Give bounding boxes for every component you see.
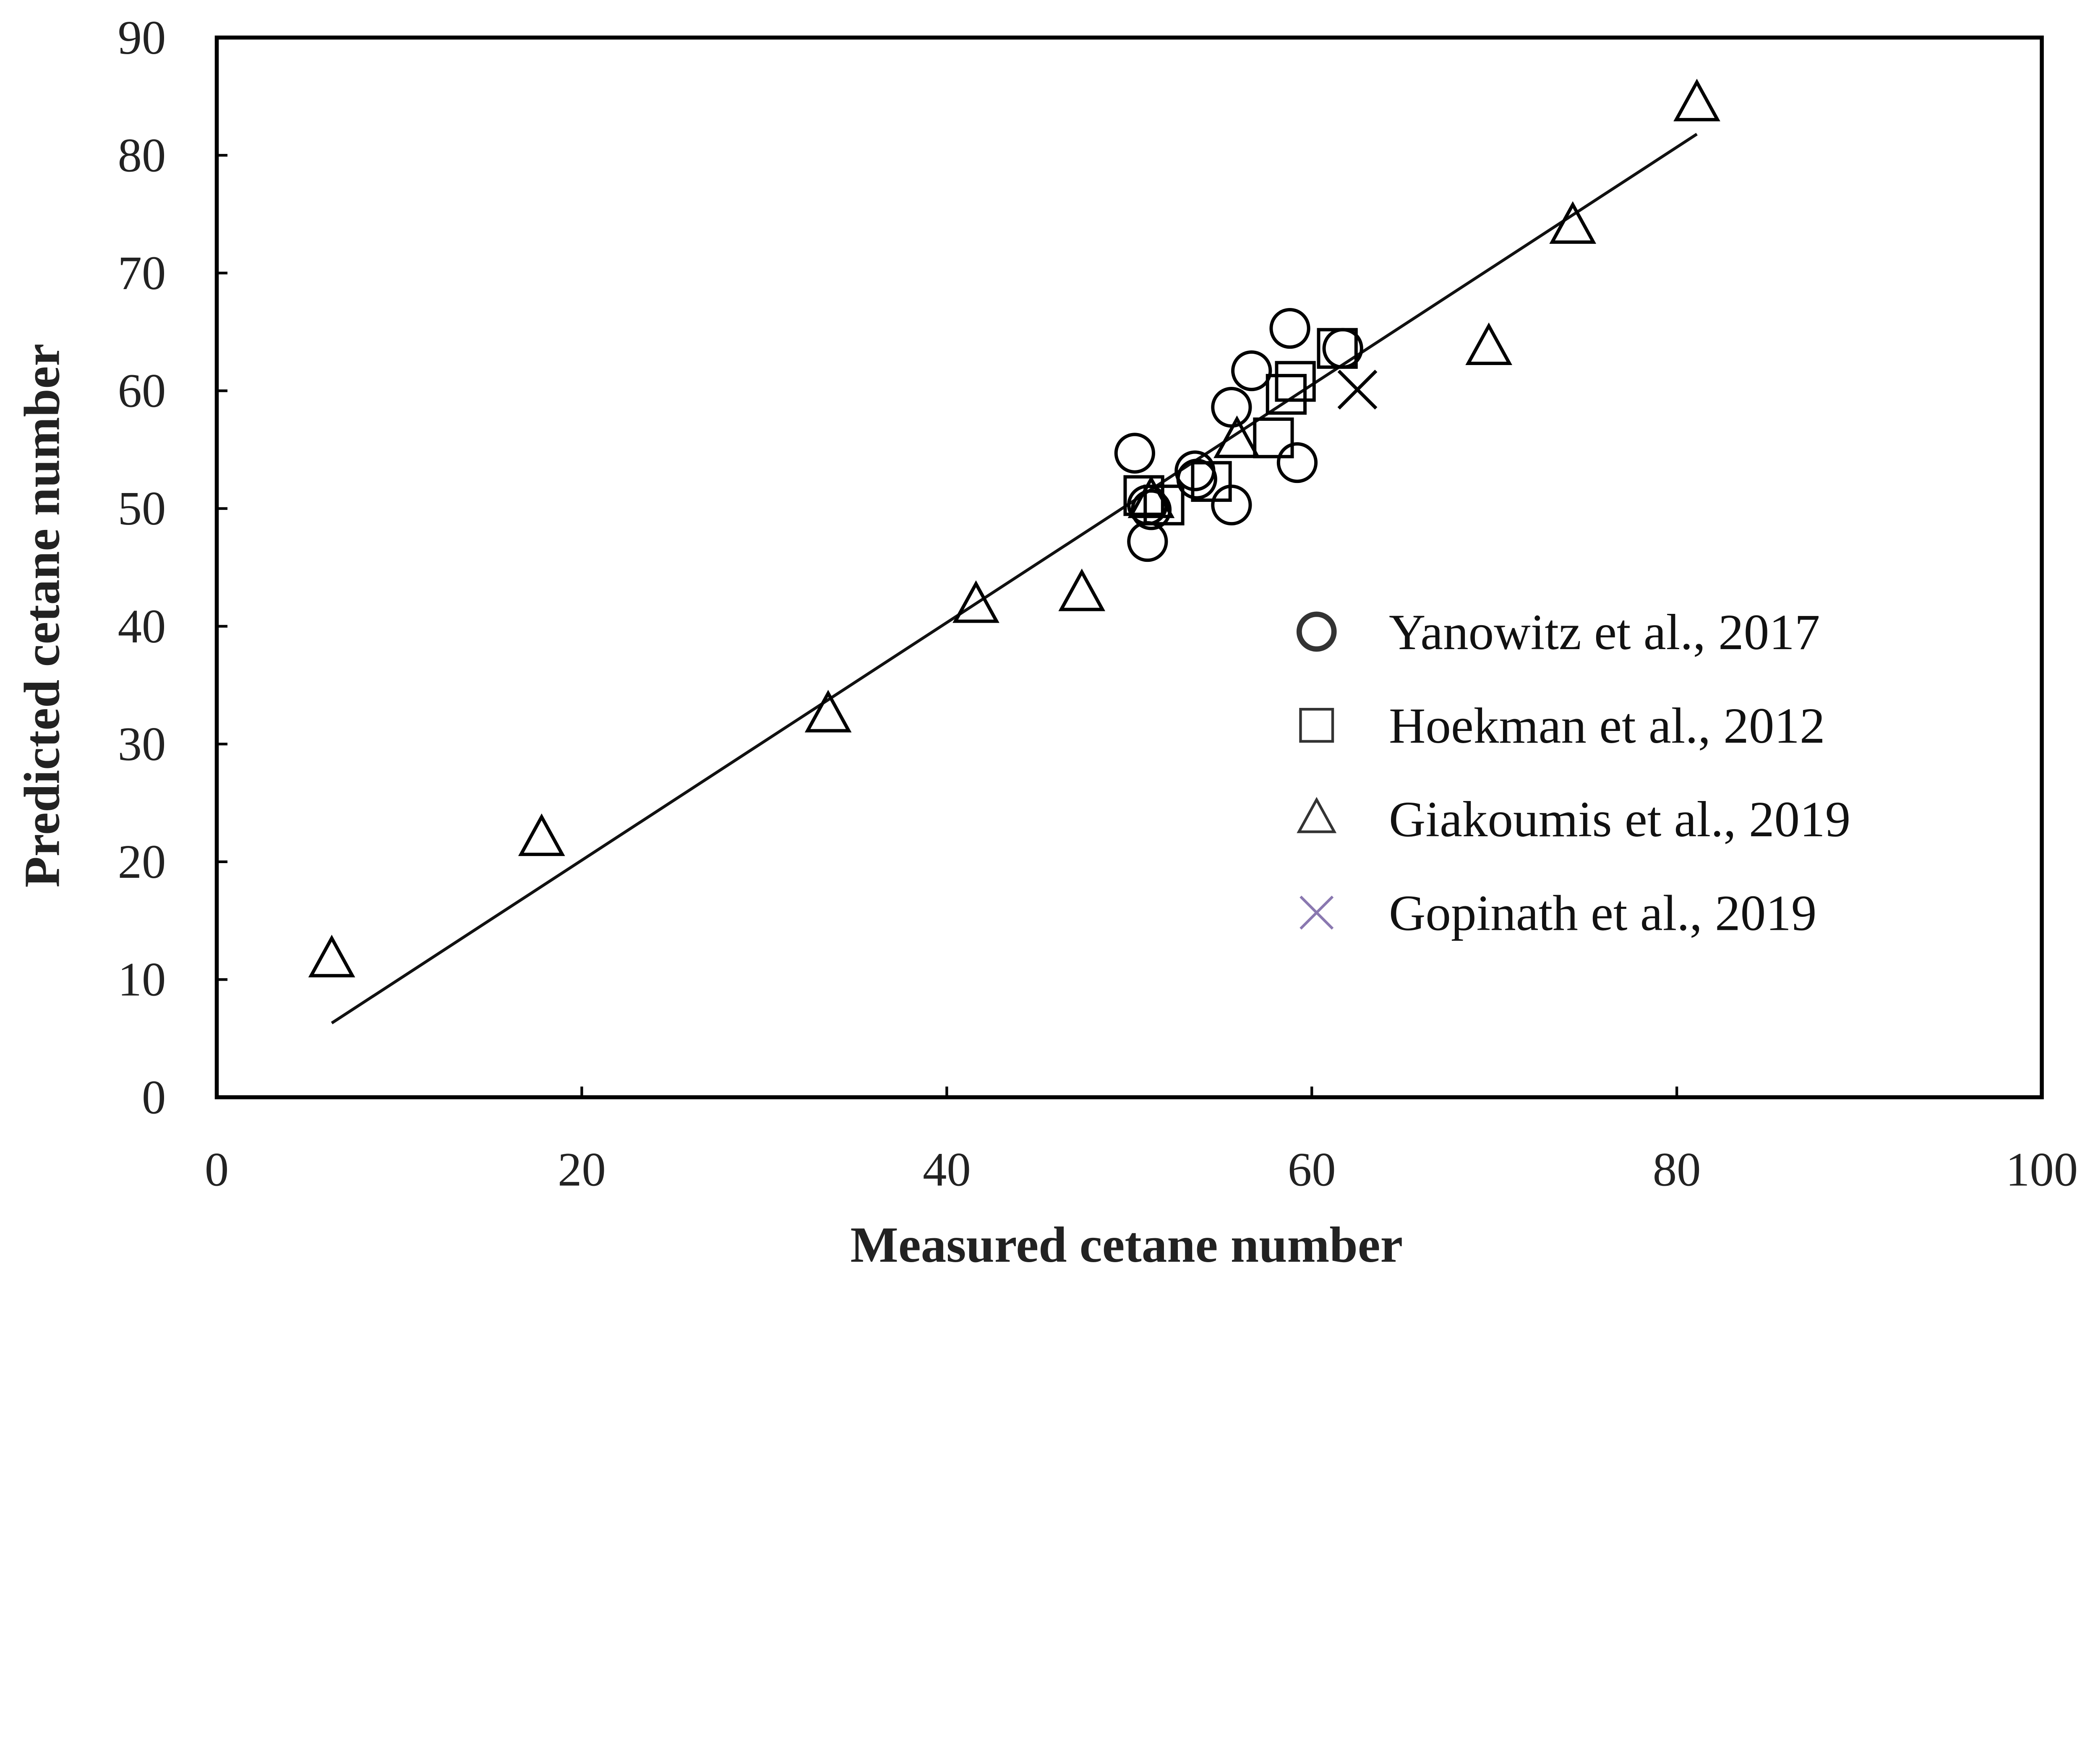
y-tick-label: 30 [118,717,166,770]
square-point [1253,417,1294,459]
y-tick-label: 10 [118,953,166,1006]
square-point [1191,461,1232,502]
x-tick-label: 100 [2006,1143,2078,1196]
x-tick-label: 20 [558,1143,606,1196]
y-tick-label: 90 [118,11,166,64]
y-tick-label: 40 [118,600,166,653]
triangle-point [952,580,999,623]
triangle-point [1549,201,1597,244]
legend-marker-triangle [1297,797,1337,833]
circle-point [1269,308,1310,349]
legend-label: Giakoumis et al., 2019 [1389,791,1850,848]
square-point [1266,374,1307,415]
scatter-chart: 0 20 40 60 80 100 0 10 20 30 40 50 60 70 80 90 Measured… [14,11,2078,1273]
triangle-point [1058,568,1106,611]
square-point [1143,484,1185,526]
square-point [1275,361,1316,402]
x-tick-label: 0 [205,1143,229,1196]
legend-marker-square [1299,708,1334,743]
legend-marker-x [1300,895,1334,930]
triangle-point [1127,475,1175,518]
circle-point [1231,350,1272,391]
y-tick-label: 0 [142,1070,166,1124]
triangle-point [1213,415,1260,458]
x-tick-label: 60 [1288,1143,1336,1196]
legend: Yanowitz et al., 2017 Hoekman et al., 201… [1296,604,1850,941]
triangle-point [1673,78,1720,122]
x-tick-label: 40 [923,1143,971,1196]
circle-point [1211,386,1252,428]
square-point [1317,328,1358,369]
plot-frame [214,35,2044,1099]
circle-point [1176,459,1217,500]
triangle-point [518,813,565,856]
triangle-point [1465,322,1513,365]
x-tick-label: 80 [1653,1143,1701,1196]
y-axis-label: Predicted cetane number [14,344,70,888]
circle-point [1276,442,1318,483]
triangle-point [804,689,852,733]
legend-marker-circle [1296,611,1337,652]
legend-label: Hoekman et al., 2012 [1389,698,1825,754]
legend-label: Gopinath et al., 2019 [1389,885,1817,941]
y-tick-label: 70 [118,246,166,300]
legend-label: Yanowitz et al., 2017 [1389,604,1820,660]
triangle-point [308,934,355,978]
fit-line [331,133,1698,1025]
y-tick-label: 60 [118,364,166,418]
y-tick-label: 80 [118,128,166,182]
y-tick-label: 50 [118,482,166,535]
circle-point [1114,433,1156,474]
y-tick-label: 20 [118,835,166,888]
x-axis-label: Measured cetane number [851,1217,1403,1273]
x-point [1337,370,1378,410]
